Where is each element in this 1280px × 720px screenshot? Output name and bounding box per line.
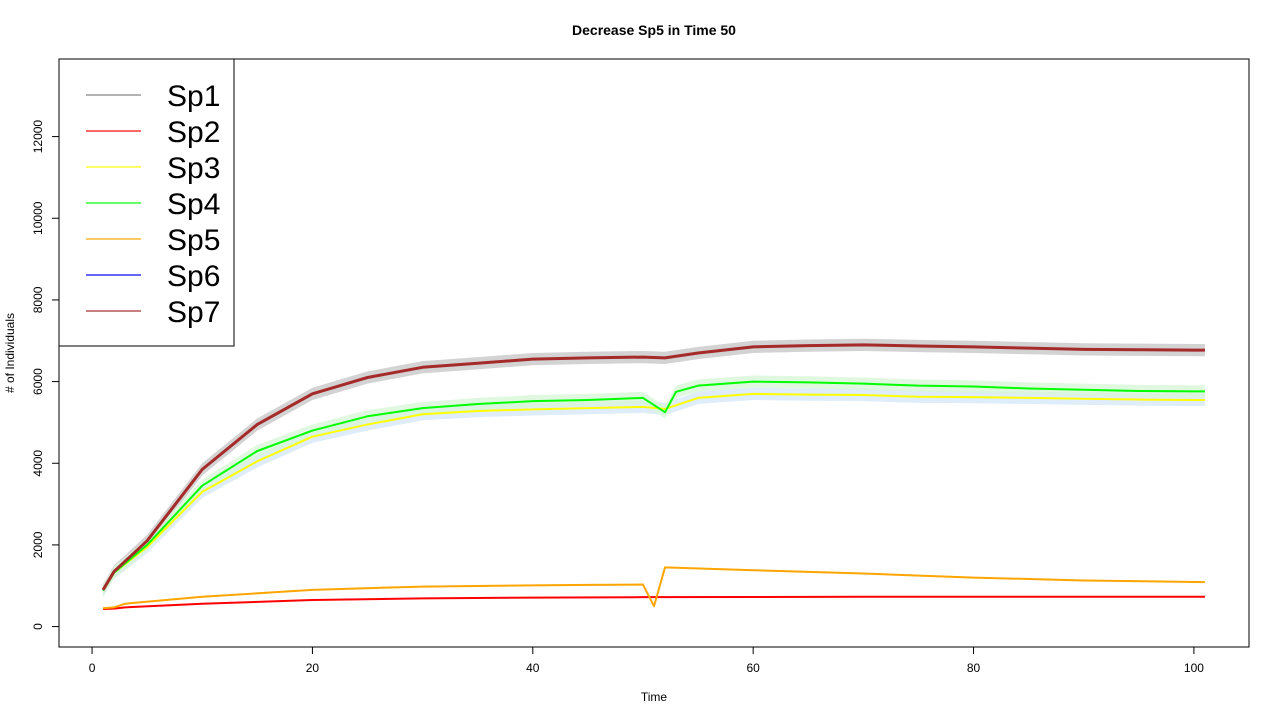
x-tick-label: 80 [967, 661, 981, 675]
legend-label-sp3: Sp3 [167, 152, 220, 185]
series-lines [101, 343, 1205, 611]
y-tick-label: 0 [31, 623, 45, 630]
y-tick-label: 6000 [31, 368, 45, 395]
x-tick-label: 100 [1184, 661, 1204, 675]
legend-label-sp5: Sp5 [167, 224, 220, 257]
chart-title: Decrease Sp5 in Time 50 [572, 22, 736, 38]
series-line-sp2 [103, 595, 1205, 611]
legend-label-sp7: Sp7 [167, 296, 220, 329]
legend-label-sp2: Sp2 [167, 116, 220, 149]
legend-label-sp4: Sp4 [167, 188, 220, 221]
series-line-sp5 [103, 566, 1205, 610]
x-tick-label: 0 [89, 661, 96, 675]
y-axis: 0 2000 4000 6000 8000 10000 12000 [31, 120, 60, 630]
series-line-sp4 [102, 380, 1205, 592]
x-axis-label: Time [641, 690, 668, 704]
legend-label-sp6: Sp6 [167, 260, 220, 293]
series-line-sp7 [101, 343, 1205, 591]
x-tick-label: 60 [746, 661, 760, 675]
x-tick-label: 40 [526, 661, 540, 675]
y-tick-label: 12000 [31, 120, 45, 154]
y-tick-label: 2000 [31, 531, 45, 558]
series-line-sp1 [102, 343, 1205, 591]
band-sp1 [103, 338, 1205, 596]
legend-label-sp1: Sp1 [167, 80, 220, 113]
series-line-sp3 [102, 392, 1205, 592]
y-axis-label: # of Individuals [3, 313, 17, 393]
y-tick-label: 8000 [31, 286, 45, 313]
confidence-bands [103, 338, 1205, 597]
x-axis: 0 20 40 60 80 100 [89, 646, 1204, 675]
series-line-sp6 [102, 343, 1205, 591]
x-tick-label: 20 [306, 661, 320, 675]
y-tick-label: 4000 [31, 450, 45, 477]
y-tick-label: 10000 [31, 201, 45, 235]
